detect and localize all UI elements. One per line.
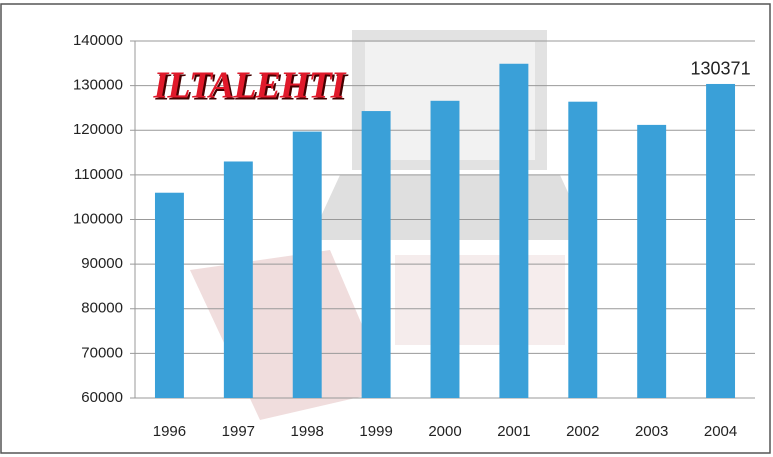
x-tick-label: 2002 (566, 423, 599, 440)
bar (293, 132, 322, 398)
chart: 60000 70000 80000 90000 100000 110000 120000 13… (0, 0, 773, 457)
y-tick-label: 130000 (73, 77, 123, 94)
x-tick-label: 1996 (153, 423, 186, 440)
y-tick-label: 60000 (81, 389, 123, 406)
x-tick-label: 1997 (222, 423, 255, 440)
y-tick-label: 110000 (74, 166, 123, 183)
y-tick-label: 80000 (81, 300, 123, 317)
bar (637, 125, 666, 398)
newspaper (395, 255, 565, 345)
x-tick-label: 1999 (359, 423, 392, 440)
y-tick-label: 140000 (73, 32, 123, 49)
bar (155, 193, 184, 398)
y-tick-label: 70000 (81, 344, 123, 361)
x-tick-label: 2000 (428, 423, 461, 440)
x-tick-label: 2001 (497, 423, 530, 440)
logo: ILTALEHTI (153, 65, 347, 107)
bar (499, 64, 528, 398)
data-label: 130371 (691, 59, 751, 79)
x-tick-label: 1998 (291, 423, 324, 440)
y-tick-label: 100000 (73, 210, 123, 227)
bar (568, 102, 597, 398)
bar (431, 101, 460, 398)
bar (224, 161, 253, 398)
x-tick-label: 2003 (635, 423, 668, 440)
bar (362, 111, 391, 398)
y-tick-label: 120000 (73, 121, 123, 138)
bar (706, 84, 735, 398)
y-tick-label: 90000 (81, 255, 123, 272)
x-tick-label: 2004 (704, 423, 737, 440)
